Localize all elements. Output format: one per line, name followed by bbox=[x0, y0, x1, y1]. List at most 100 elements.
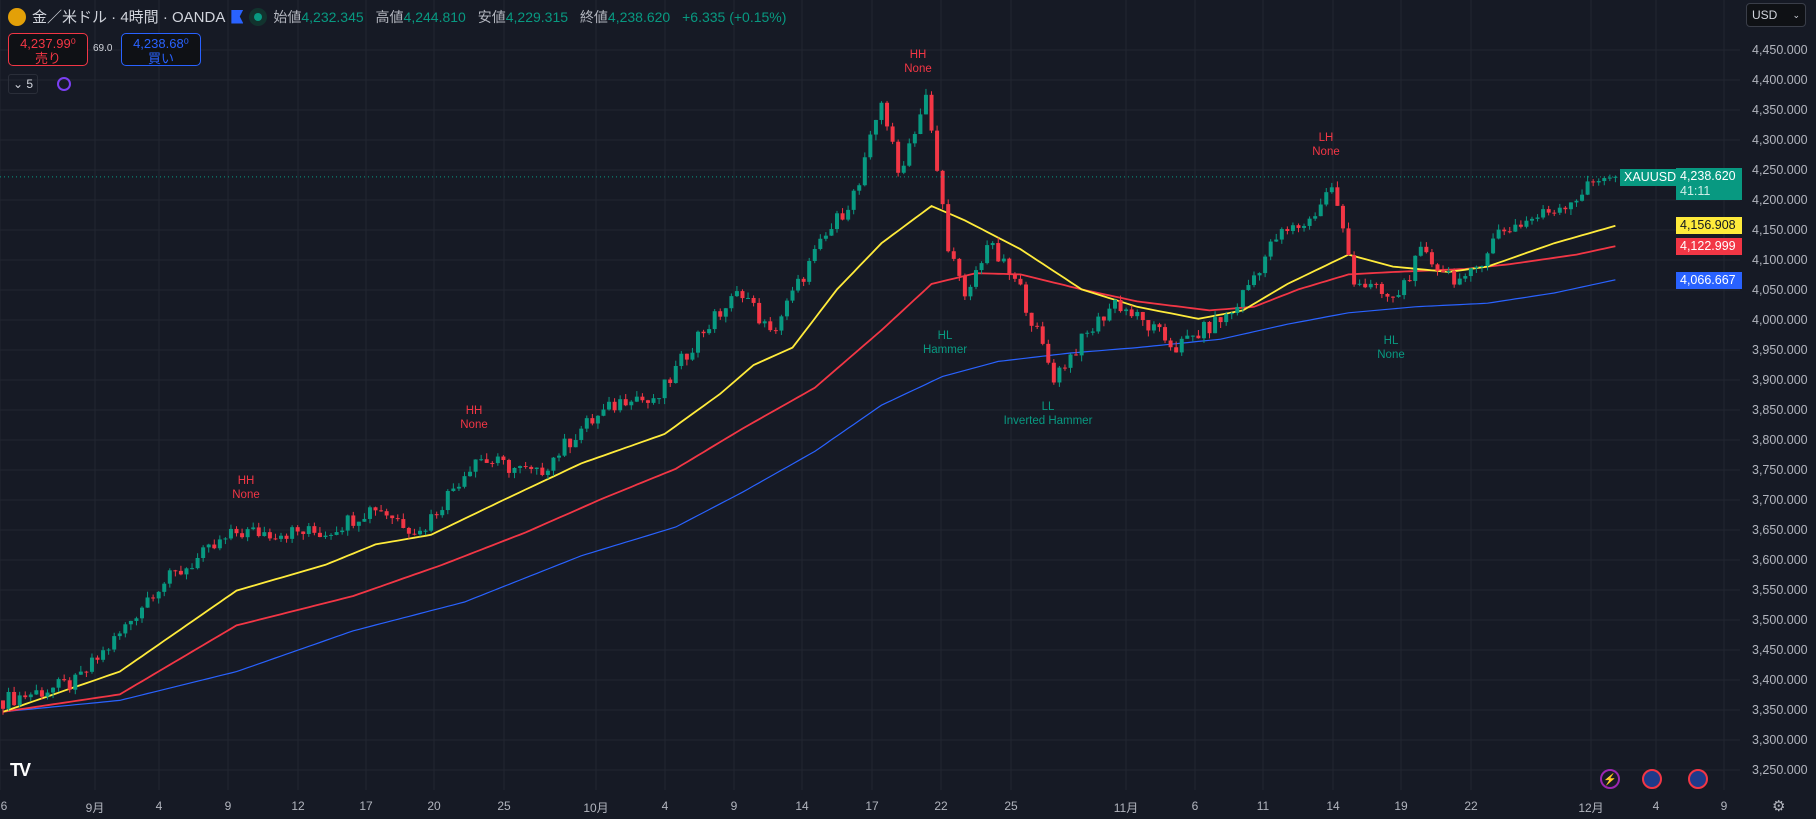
candle-body bbox=[495, 456, 500, 464]
candle-body bbox=[668, 379, 673, 383]
candle-body bbox=[729, 296, 734, 309]
candle-body bbox=[1012, 274, 1017, 279]
price-tick: 3,550.000 bbox=[1752, 583, 1808, 597]
candle-body bbox=[1068, 354, 1073, 368]
candle-body bbox=[1229, 313, 1234, 315]
candle-body bbox=[623, 399, 628, 406]
candle-body bbox=[1157, 324, 1162, 328]
candle-body bbox=[1218, 317, 1223, 323]
candle-body bbox=[746, 297, 751, 299]
candle-body bbox=[1168, 340, 1173, 348]
candle-body bbox=[1051, 362, 1056, 383]
candle-body bbox=[1546, 209, 1551, 213]
candle-body bbox=[1396, 295, 1401, 297]
candle-body bbox=[1174, 347, 1179, 353]
buy-button[interactable]: 4,238.68⁰ 買い bbox=[121, 33, 201, 66]
candle-body bbox=[1580, 194, 1585, 201]
candle-body bbox=[896, 141, 901, 173]
ohlc-values: 始値4,232.345 高値4,244.810 安値4,229.315 終値4,… bbox=[273, 8, 787, 25]
candle-body bbox=[1613, 176, 1618, 178]
candle-body bbox=[584, 418, 589, 429]
date-tick: 17 bbox=[865, 799, 879, 813]
pattern-label: HL Hammer bbox=[922, 330, 968, 356]
currency-select[interactable]: USD ⌄ bbox=[1746, 3, 1806, 27]
candle-body bbox=[1246, 285, 1251, 291]
candle-body bbox=[1457, 278, 1462, 285]
candle-body bbox=[823, 235, 828, 239]
date-tick: 11月 bbox=[1113, 801, 1139, 815]
candle-body bbox=[184, 568, 189, 575]
price-tick: 3,900.000 bbox=[1752, 373, 1808, 387]
candle-body bbox=[634, 396, 639, 402]
candle-body bbox=[1541, 209, 1546, 218]
candle-body bbox=[84, 671, 89, 673]
candle-body bbox=[1101, 316, 1106, 321]
candle-body bbox=[190, 568, 195, 570]
candle-body bbox=[1007, 258, 1012, 275]
candle-body bbox=[1135, 312, 1140, 317]
candle-body bbox=[1468, 268, 1473, 277]
candle-body bbox=[1596, 181, 1601, 183]
candle-body bbox=[162, 583, 167, 592]
candle-body bbox=[140, 607, 144, 619]
candle-body bbox=[267, 532, 272, 539]
flag-icon[interactable] bbox=[231, 9, 244, 24]
candle-body bbox=[818, 238, 823, 249]
candle-body bbox=[1407, 280, 1412, 282]
candle-body bbox=[56, 679, 61, 688]
candle-body bbox=[1574, 200, 1579, 203]
settings-gear-icon[interactable]: ⚙ bbox=[1772, 798, 1786, 815]
us-flag-event-icon[interactable] bbox=[1642, 769, 1662, 789]
lightning-event-icon[interactable]: ⚡ bbox=[1600, 769, 1620, 789]
candle-body bbox=[101, 650, 106, 660]
symbol-title[interactable]: 金／米ドル · 4時間 · OANDA bbox=[32, 9, 226, 26]
candle-body bbox=[551, 457, 556, 471]
candle-body bbox=[957, 258, 962, 276]
candle-body bbox=[28, 694, 33, 698]
candle-body bbox=[423, 530, 428, 532]
price-tick: 4,250.000 bbox=[1752, 163, 1808, 177]
candle-body bbox=[618, 399, 623, 411]
candle-body bbox=[929, 94, 934, 131]
candle-body bbox=[1585, 181, 1590, 195]
candle-body bbox=[223, 538, 228, 540]
pattern-label: HL None bbox=[1377, 335, 1405, 361]
date-tick: 9 bbox=[730, 799, 738, 813]
candle-body bbox=[723, 308, 728, 317]
date-tick: 9 bbox=[224, 799, 232, 813]
symbol-header: 金／米ドル · 4時間 · OANDA 始値4,232.345 高値4,244.… bbox=[8, 6, 794, 27]
sync-icon[interactable] bbox=[57, 77, 71, 91]
candle-body bbox=[990, 243, 995, 246]
candle-body bbox=[718, 311, 723, 317]
candle-body bbox=[217, 539, 222, 549]
candle-body bbox=[1257, 273, 1262, 276]
candle-body bbox=[684, 353, 689, 360]
candle-body bbox=[912, 134, 917, 144]
ma_yellow-line bbox=[2, 204, 1616, 713]
candle-body bbox=[657, 398, 662, 400]
us-flag-event-icon[interactable] bbox=[1688, 769, 1708, 789]
candle-body bbox=[590, 418, 595, 424]
candle-body bbox=[395, 518, 400, 520]
candle-body bbox=[1040, 326, 1045, 344]
candle-body bbox=[145, 597, 150, 608]
market-open-icon bbox=[249, 7, 268, 26]
candle-body bbox=[707, 329, 712, 334]
candle-body bbox=[679, 353, 684, 366]
candle-body bbox=[1035, 325, 1040, 327]
indicators-toggle[interactable]: ⌄ 5 bbox=[8, 74, 38, 94]
date-tick: 9 bbox=[1720, 799, 1728, 813]
candle-body bbox=[1213, 317, 1218, 334]
price-tick: 3,300.000 bbox=[1752, 733, 1808, 747]
candle-body bbox=[1252, 275, 1256, 286]
candle-body bbox=[807, 260, 812, 282]
candle-body bbox=[262, 532, 267, 537]
candle-body bbox=[379, 510, 384, 512]
sell-button[interactable]: 4,237.99⁰ 売り bbox=[8, 33, 88, 66]
tradingview-logo[interactable]: TV bbox=[10, 760, 31, 780]
candle-body bbox=[1285, 229, 1290, 232]
candle-body bbox=[757, 302, 762, 324]
price-tick: 4,300.000 bbox=[1752, 133, 1808, 147]
candle-body bbox=[440, 510, 445, 516]
